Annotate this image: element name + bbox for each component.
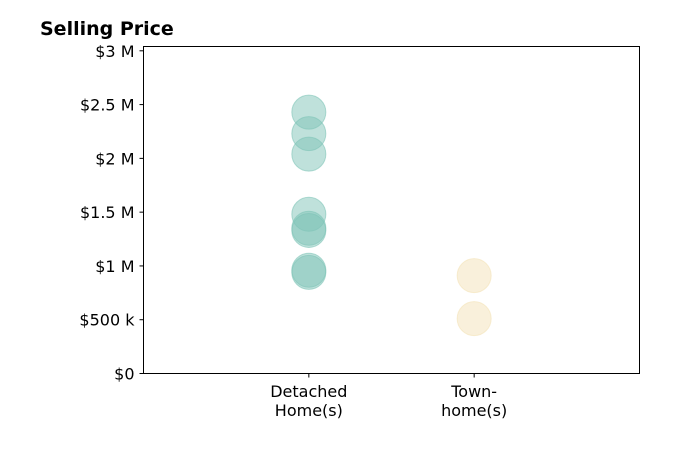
y-tick-label: $1 M <box>95 257 134 276</box>
data-point <box>456 301 492 337</box>
data-point <box>456 258 492 294</box>
y-tick-label: $3 M <box>95 42 134 61</box>
data-point <box>291 254 327 290</box>
x-tick-label: Home(s) <box>275 401 343 420</box>
data-point <box>291 212 327 248</box>
y-axis: $0 $500 k $1 M $1.5 M $2 M $2.5 M $3 M <box>79 42 144 384</box>
data-points <box>291 94 492 337</box>
x-tick-label: Town- <box>450 382 497 401</box>
y-tick-label: $0 <box>114 365 134 384</box>
y-tick-label: $2 M <box>95 149 134 168</box>
y-tick-label: $500 k <box>79 311 135 330</box>
y-tick-label: $2.5 M <box>80 96 135 115</box>
plot-area-frame <box>143 46 640 374</box>
chart-title: Selling Price <box>40 18 174 40</box>
x-tick-label: Detached <box>270 382 347 401</box>
x-tick-label: home(s) <box>441 401 507 420</box>
y-tick-label: $1.5 M <box>80 203 135 222</box>
data-point <box>291 136 327 172</box>
